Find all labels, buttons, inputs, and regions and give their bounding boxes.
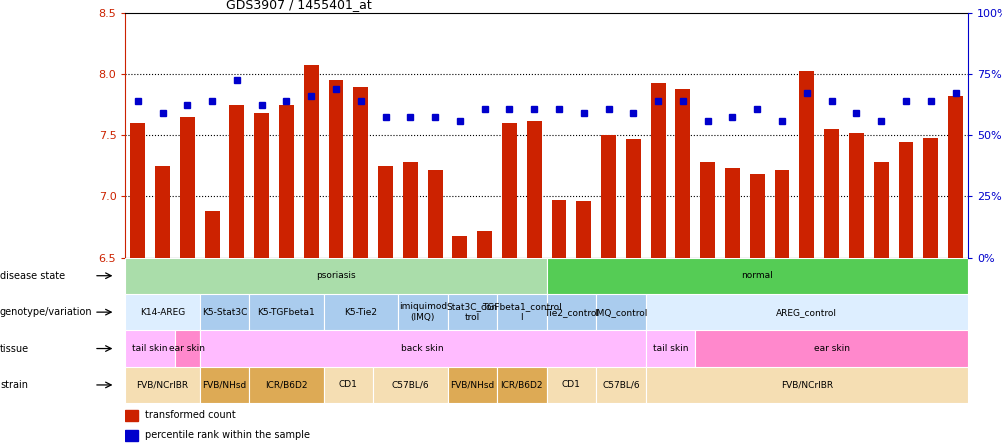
- Text: GDS3907 / 1455401_at: GDS3907 / 1455401_at: [226, 0, 372, 11]
- Bar: [304, 64, 319, 258]
- Bar: [546, 258, 967, 294]
- Text: C57BL/6: C57BL/6: [391, 381, 429, 389]
- Text: K14-AREG: K14-AREG: [140, 308, 185, 317]
- Bar: [645, 294, 967, 330]
- Bar: [324, 294, 398, 330]
- Bar: [373, 367, 447, 403]
- Bar: [546, 294, 595, 330]
- Bar: [249, 294, 324, 330]
- Bar: [204, 211, 219, 258]
- Text: imiquimod
(IMQ): imiquimod (IMQ): [398, 302, 446, 322]
- Text: FVB/NHsd: FVB/NHsd: [202, 381, 246, 389]
- Bar: [551, 200, 566, 258]
- Bar: [497, 367, 546, 403]
- Bar: [694, 330, 967, 367]
- Bar: [125, 367, 199, 403]
- Bar: [125, 294, 199, 330]
- Text: AREG_control: AREG_control: [776, 308, 837, 317]
- Bar: [774, 170, 789, 258]
- Bar: [125, 410, 137, 421]
- Text: genotype/variation: genotype/variation: [0, 307, 92, 317]
- Bar: [699, 162, 714, 258]
- Bar: [502, 123, 516, 258]
- Bar: [576, 202, 590, 258]
- Bar: [477, 231, 492, 258]
- Bar: [324, 367, 373, 403]
- Bar: [595, 367, 645, 403]
- Bar: [824, 129, 839, 258]
- Bar: [199, 330, 645, 367]
- Bar: [749, 174, 764, 258]
- Bar: [923, 138, 937, 258]
- Text: K5-TGFbeta1: K5-TGFbeta1: [258, 308, 315, 317]
- Text: TGFbeta1_control
l: TGFbeta1_control l: [482, 302, 561, 322]
- Text: CD1: CD1: [339, 381, 358, 389]
- Bar: [353, 87, 368, 258]
- Bar: [125, 430, 137, 441]
- Bar: [898, 142, 913, 258]
- Bar: [229, 105, 244, 258]
- Text: ear skin: ear skin: [169, 344, 205, 353]
- Bar: [600, 135, 615, 258]
- Bar: [155, 166, 169, 258]
- Bar: [179, 117, 194, 258]
- Bar: [130, 123, 145, 258]
- Text: normal: normal: [740, 271, 773, 280]
- Text: tissue: tissue: [0, 344, 29, 353]
- Bar: [452, 236, 467, 258]
- Bar: [873, 162, 888, 258]
- Text: tail skin: tail skin: [652, 344, 687, 353]
- Text: IMQ_control: IMQ_control: [594, 308, 647, 317]
- Text: FVB/NCrIBR: FVB/NCrIBR: [780, 381, 832, 389]
- Bar: [799, 71, 814, 258]
- Bar: [724, 168, 739, 258]
- Text: Tie2_control: Tie2_control: [543, 308, 598, 317]
- Bar: [254, 114, 269, 258]
- Bar: [595, 294, 645, 330]
- Bar: [403, 162, 418, 258]
- Text: ICR/B6D2: ICR/B6D2: [265, 381, 308, 389]
- Bar: [625, 139, 640, 258]
- Bar: [650, 83, 665, 258]
- Text: percentile rank within the sample: percentile rank within the sample: [144, 430, 310, 440]
- Bar: [125, 330, 174, 367]
- Text: K5-Tie2: K5-Tie2: [344, 308, 377, 317]
- Bar: [848, 133, 863, 258]
- Bar: [279, 105, 294, 258]
- Text: C57BL/6: C57BL/6: [601, 381, 639, 389]
- Bar: [398, 294, 447, 330]
- Bar: [427, 170, 442, 258]
- Bar: [329, 80, 343, 258]
- Bar: [199, 367, 249, 403]
- Bar: [674, 89, 689, 258]
- Text: CD1: CD1: [561, 381, 580, 389]
- Bar: [447, 294, 497, 330]
- Text: FVB/NCrIBR: FVB/NCrIBR: [136, 381, 188, 389]
- Text: tail skin: tail skin: [132, 344, 167, 353]
- Text: ICR/B6D2: ICR/B6D2: [500, 381, 542, 389]
- Text: FVB/NHsd: FVB/NHsd: [450, 381, 494, 389]
- Bar: [526, 121, 541, 258]
- Text: disease state: disease state: [0, 271, 65, 281]
- Text: strain: strain: [0, 380, 28, 390]
- Text: K5-Stat3C: K5-Stat3C: [201, 308, 246, 317]
- Bar: [546, 367, 595, 403]
- Bar: [497, 294, 546, 330]
- Bar: [447, 367, 497, 403]
- Bar: [378, 166, 393, 258]
- Text: psoriasis: psoriasis: [316, 271, 356, 280]
- Bar: [174, 330, 199, 367]
- Bar: [199, 294, 249, 330]
- Bar: [645, 330, 694, 367]
- Text: transformed count: transformed count: [144, 410, 235, 420]
- Text: ear skin: ear skin: [813, 344, 849, 353]
- Bar: [947, 96, 962, 258]
- Bar: [125, 258, 546, 294]
- Bar: [645, 367, 967, 403]
- Bar: [249, 367, 324, 403]
- Text: back skin: back skin: [401, 344, 444, 353]
- Text: Stat3C_con
trol: Stat3C_con trol: [446, 302, 497, 322]
